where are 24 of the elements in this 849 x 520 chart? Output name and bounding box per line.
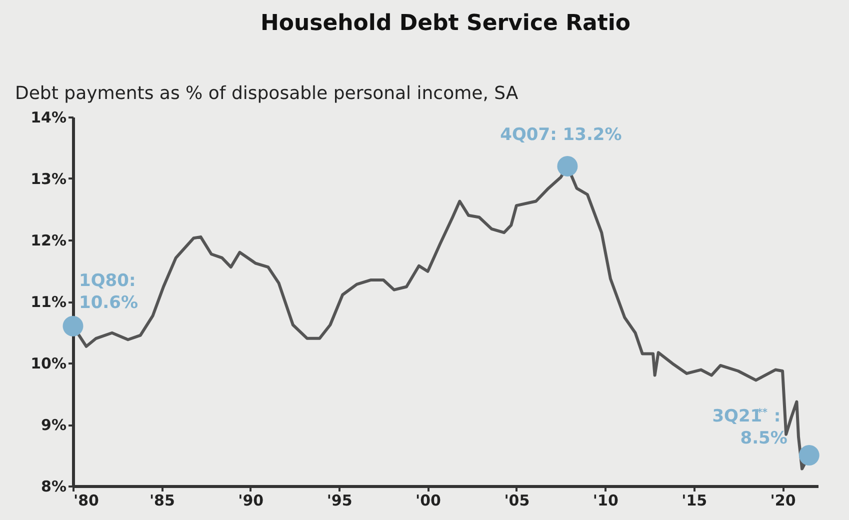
x-tick-label: '85 — [149, 492, 175, 510]
x-tick-label: '05 — [504, 492, 530, 510]
x-tick-label: '15 — [682, 492, 708, 510]
x-tick-label: '95 — [326, 492, 352, 510]
y-tick-label: 12% — [30, 232, 66, 250]
point — [62, 316, 84, 336]
y-tick-label: 13% — [30, 170, 66, 188]
y-axis-title: Debt payments as % of disposable personal income, SA — [15, 83, 519, 104]
y-tick-label: 11% — [30, 293, 66, 311]
point — [557, 156, 578, 176]
x-tick-label: '80 — [74, 492, 99, 510]
y-tick-label: 14% — [30, 108, 66, 126]
x-tick-label: '90 — [238, 492, 264, 510]
x-tick-label: '00 — [416, 492, 441, 510]
x-tick-label: '10 — [592, 492, 618, 510]
annotation: 1Q80: 10.6% — [79, 271, 138, 314]
annotation: 3Q21**: 8.5% — [712, 406, 788, 448]
y-tick-label: 9% — [41, 416, 66, 434]
point — [798, 445, 820, 466]
x-tick-label: '20 — [770, 492, 796, 510]
y-tick-label: 8% — [41, 478, 66, 496]
chart-title: Household Debt Service Ratio — [260, 11, 631, 36]
annotation: 4Q07: 13.2% — [500, 125, 622, 146]
y-tick-label: 10% — [30, 354, 66, 372]
